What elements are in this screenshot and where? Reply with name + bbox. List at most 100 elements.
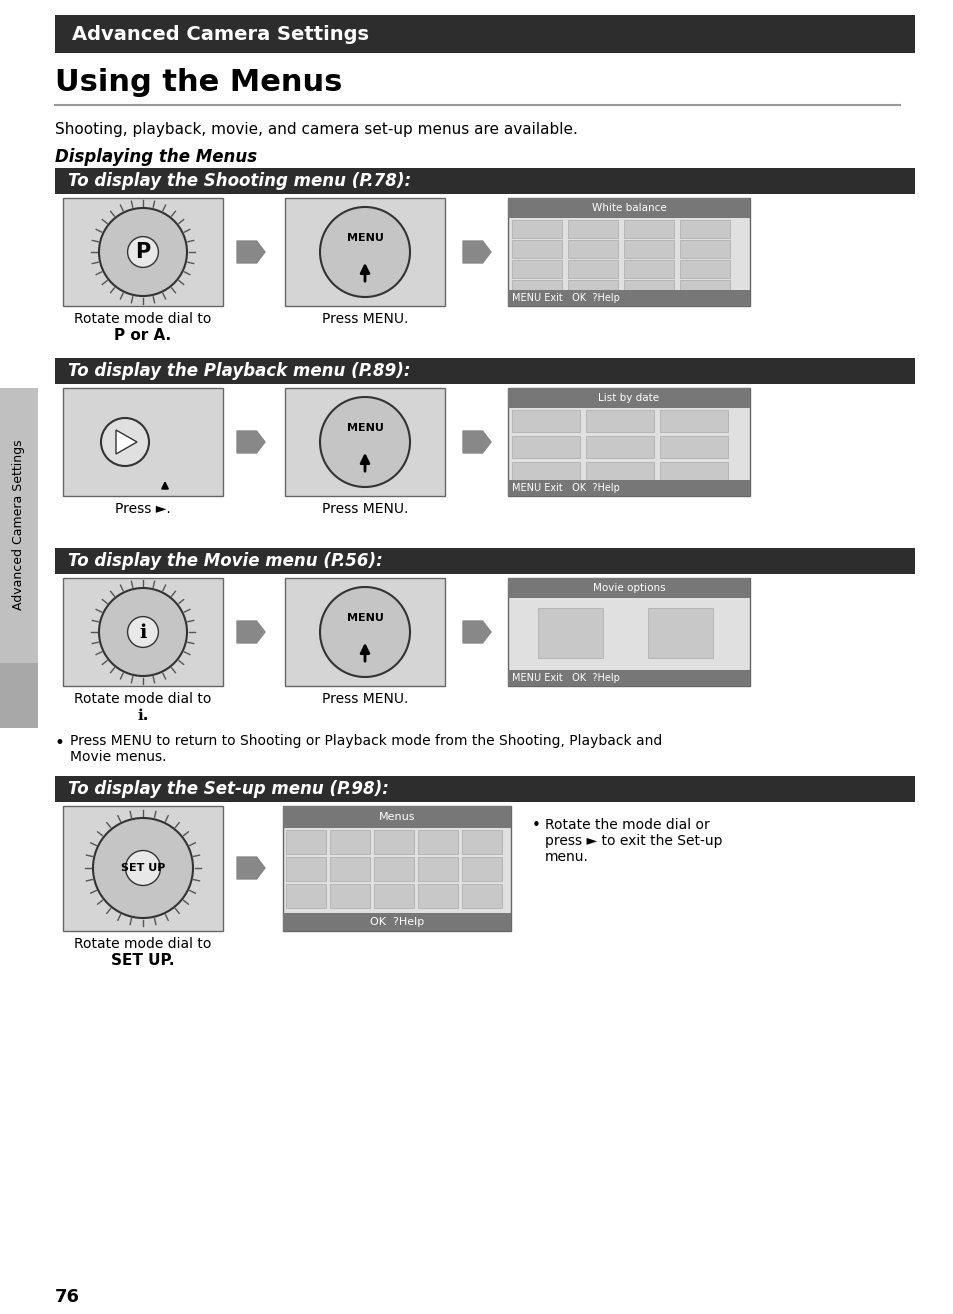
Text: ℹ.: ℹ.	[137, 708, 149, 723]
Text: menu.: menu.	[544, 850, 588, 865]
Bar	[659, 436, 727, 459]
Text: To display the Shooting menu (P.78):: To display the Shooting menu (P.78):	[68, 172, 411, 191]
Bar	[623, 240, 673, 258]
Bar	[679, 240, 729, 258]
Text: P: P	[135, 242, 151, 261]
Bar	[623, 260, 673, 279]
Text: 76: 76	[55, 1288, 80, 1306]
Bar	[461, 884, 501, 908]
Bar	[512, 219, 561, 238]
Bar	[283, 805, 511, 932]
Text: To display the Playback menu (P.89):: To display the Playback menu (P.89):	[68, 361, 410, 380]
Bar	[63, 388, 223, 495]
Bar	[679, 280, 729, 298]
Bar	[330, 830, 370, 854]
Circle shape	[128, 616, 158, 648]
Text: Advanced Camera Settings: Advanced Camera Settings	[12, 440, 26, 610]
Text: •: •	[55, 735, 65, 752]
Text: Rotate mode dial to: Rotate mode dial to	[74, 937, 212, 951]
Bar	[507, 388, 749, 495]
Bar	[567, 240, 618, 258]
Text: Advanced Camera Settings: Advanced Camera Settings	[71, 25, 369, 43]
Bar	[55, 14, 914, 53]
Bar	[283, 805, 511, 828]
Bar	[374, 830, 414, 854]
Bar	[55, 777, 914, 802]
Text: Rotate the mode dial or: Rotate the mode dial or	[544, 819, 709, 832]
Text: List by date: List by date	[598, 393, 659, 403]
Circle shape	[92, 819, 193, 918]
Bar	[330, 884, 370, 908]
Bar	[679, 260, 729, 279]
Text: SET UP: SET UP	[121, 863, 165, 872]
Bar	[512, 280, 561, 298]
Bar	[286, 857, 326, 880]
Text: MENU: MENU	[346, 614, 383, 623]
Text: ℹ: ℹ	[139, 623, 147, 641]
Bar	[507, 578, 749, 598]
Text: P or A.: P or A.	[114, 328, 172, 343]
Polygon shape	[236, 622, 265, 643]
Text: •: •	[532, 819, 540, 833]
Bar	[63, 198, 223, 306]
Bar	[0, 664, 38, 728]
Polygon shape	[462, 431, 491, 453]
Bar	[55, 357, 914, 384]
Circle shape	[319, 587, 410, 677]
Polygon shape	[236, 857, 265, 879]
Bar	[567, 280, 618, 298]
Bar	[659, 463, 727, 484]
Bar	[512, 463, 579, 484]
Bar	[512, 240, 561, 258]
Bar	[679, 219, 729, 238]
Circle shape	[126, 850, 160, 886]
Text: MENU Exit   OK  ?Help: MENU Exit OK ?Help	[512, 673, 619, 683]
Bar	[507, 578, 749, 686]
Bar	[461, 857, 501, 880]
Text: Rotate mode dial to: Rotate mode dial to	[74, 692, 212, 706]
Bar	[63, 578, 223, 686]
Bar	[417, 830, 457, 854]
Bar	[286, 884, 326, 908]
Circle shape	[128, 237, 158, 268]
Bar	[55, 548, 914, 574]
Bar	[647, 608, 712, 658]
Bar	[330, 857, 370, 880]
Circle shape	[101, 418, 149, 466]
Text: MENU Exit   OK  ?Help: MENU Exit OK ?Help	[512, 484, 619, 493]
Bar	[507, 670, 749, 686]
Text: Press MENU.: Press MENU.	[321, 692, 408, 706]
Text: Movie options: Movie options	[592, 583, 664, 593]
Bar	[0, 388, 38, 664]
Bar	[283, 913, 511, 932]
Bar	[374, 857, 414, 880]
Bar	[285, 388, 444, 495]
Polygon shape	[462, 240, 491, 263]
Bar	[537, 608, 602, 658]
Bar	[286, 830, 326, 854]
Circle shape	[99, 587, 187, 675]
Bar	[285, 198, 444, 306]
Text: To display the Set-up menu (P.98):: To display the Set-up menu (P.98):	[68, 781, 389, 798]
Text: Movie menus.: Movie menus.	[70, 750, 167, 763]
Polygon shape	[236, 240, 265, 263]
Text: Rotate mode dial to: Rotate mode dial to	[74, 311, 212, 326]
Text: White balance: White balance	[591, 202, 666, 213]
Text: Using the Menus: Using the Menus	[55, 68, 342, 97]
Bar	[507, 480, 749, 495]
Text: Press MENU.: Press MENU.	[321, 502, 408, 516]
Bar	[567, 219, 618, 238]
Bar	[623, 219, 673, 238]
Bar	[285, 578, 444, 686]
Text: To display the Movie menu (P.56):: To display the Movie menu (P.56):	[68, 552, 382, 570]
Text: press ► to exit the Set-up: press ► to exit the Set-up	[544, 834, 721, 848]
Text: Displaying the Menus: Displaying the Menus	[55, 148, 257, 166]
Polygon shape	[462, 622, 491, 643]
Bar	[585, 410, 654, 432]
Bar	[623, 280, 673, 298]
Circle shape	[99, 208, 187, 296]
Text: MENU: MENU	[346, 423, 383, 434]
Bar	[567, 260, 618, 279]
Circle shape	[319, 208, 410, 297]
Text: Menus: Menus	[378, 812, 415, 823]
